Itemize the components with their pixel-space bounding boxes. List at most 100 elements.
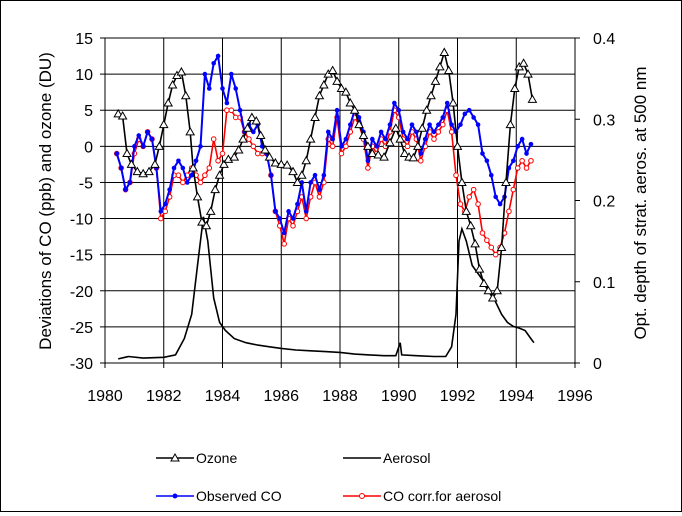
left-tick-label: -25 (70, 320, 93, 337)
ozone-point (443, 65, 454, 74)
observed-co-point (414, 129, 419, 135)
observed-co-point (409, 122, 415, 127)
observed-co-point (229, 71, 234, 77)
ozone-point (341, 87, 351, 96)
co-corr-for-aerosol-point (197, 179, 204, 186)
observed-co-point (396, 107, 402, 113)
observed-co-point (118, 165, 124, 171)
legend-label-ozone: Ozone (196, 450, 237, 466)
ozone-point (373, 149, 384, 159)
ozone-point (412, 141, 423, 150)
observed-co-point (484, 158, 490, 164)
ozone-point (358, 130, 369, 139)
ozone-point (426, 90, 436, 100)
observed-co-point (114, 151, 120, 156)
observed-co-point (127, 180, 133, 185)
co-corr-for-aerosol-point (219, 150, 226, 157)
ozone-point (318, 79, 329, 89)
ozone-point (327, 65, 338, 74)
co-corr-for-aerosol-point (175, 172, 182, 179)
ozone-point (180, 90, 191, 100)
observed-co-point (308, 180, 313, 185)
observed-co-point (145, 129, 150, 135)
left-tick-label: 0 (84, 139, 93, 156)
observed-co-point (519, 136, 525, 142)
observed-co-point (171, 165, 177, 171)
ozone-point (158, 119, 169, 129)
observed-co-point (370, 136, 375, 142)
legend-marker-ozone (170, 452, 180, 462)
ozone-point (132, 166, 143, 176)
ozone-point (214, 170, 225, 179)
observed-co-point (202, 71, 208, 77)
ozone-point (154, 141, 165, 150)
right-tick-label: 0.1 (593, 275, 615, 292)
ozone-point (496, 242, 507, 251)
ozone-point (167, 79, 178, 89)
observed-co-point (392, 100, 397, 106)
co-corr-for-aerosol-point (215, 157, 221, 164)
ozone-point (219, 159, 229, 168)
x-tick-label: 1996 (557, 388, 593, 405)
ozone-point (292, 177, 303, 186)
co-corr-for-aerosol-point (316, 194, 323, 200)
ozone-point (439, 47, 450, 56)
ozone-point (310, 112, 320, 121)
observed-co-point (400, 129, 406, 135)
observed-co-point (480, 151, 485, 156)
co-corr-for-aerosol-point (475, 201, 481, 207)
ozone-point (501, 177, 511, 186)
co-corr-for-aerosol-point (202, 172, 208, 179)
ozone-point (479, 278, 489, 288)
co-corr-for-aerosol-point (162, 208, 169, 215)
observed-co-point (466, 107, 472, 113)
ozone-point (296, 170, 307, 179)
ozone-point (264, 152, 275, 161)
observed-co-point (387, 122, 393, 127)
ozone-point (408, 152, 419, 162)
observed-co-point (497, 201, 503, 207)
observed-co-point (295, 201, 300, 207)
observed-co-point (378, 129, 384, 135)
observed-co-point (268, 172, 274, 178)
co-corr-for-aerosol-point (431, 136, 437, 142)
legend-label-co-corr-for-aerosol: CO corr.for aerosol (383, 488, 501, 504)
observed-co-point (198, 144, 203, 149)
ozone-point (527, 94, 538, 103)
ozone-point (247, 112, 257, 121)
left-tick-label: 5 (84, 103, 93, 120)
observed-co-point (449, 122, 454, 127)
co-corr-for-aerosol-point (466, 194, 473, 200)
ozone-point (233, 144, 244, 154)
observed-co-point (339, 144, 344, 149)
ozone-point (336, 83, 347, 93)
co-corr-for-aerosol-point (246, 136, 252, 142)
ozone-point (354, 119, 364, 129)
ozone-point (197, 217, 207, 226)
ozone-point (465, 220, 476, 230)
right-tick-label: 0 (593, 356, 602, 373)
aerosol-line (118, 216, 535, 360)
co-corr-for-aerosol-point (290, 222, 296, 229)
co-corr-for-aerosol-point (180, 179, 186, 186)
ozone-point (255, 130, 266, 139)
ozone-point (113, 108, 124, 118)
observed-co-point (237, 107, 243, 113)
co-corr-for-aerosol-point (457, 201, 464, 207)
left-tick-label: -5 (79, 175, 93, 192)
observed-co-point (422, 136, 428, 142)
x-tick-label: 1984 (205, 388, 241, 405)
co-corr-for-aerosol-point (365, 165, 371, 171)
observed-co-point (251, 129, 256, 135)
observed-co-point (317, 187, 322, 192)
observed-co-point (440, 115, 446, 120)
ozone-point (301, 155, 312, 165)
observed-co-point (524, 151, 529, 156)
co-corr-for-aerosol-point (404, 143, 411, 150)
right-axis-ticks: 0.4 0.3 0.2 0.1 0 (575, 31, 615, 373)
co-corr-for-aerosol-point (479, 230, 486, 236)
co-corr-for-aerosol-point (514, 165, 521, 171)
observed-co-point (303, 209, 309, 214)
co-corr-for-aerosol-point (492, 251, 499, 258)
ozone-point (185, 126, 196, 136)
